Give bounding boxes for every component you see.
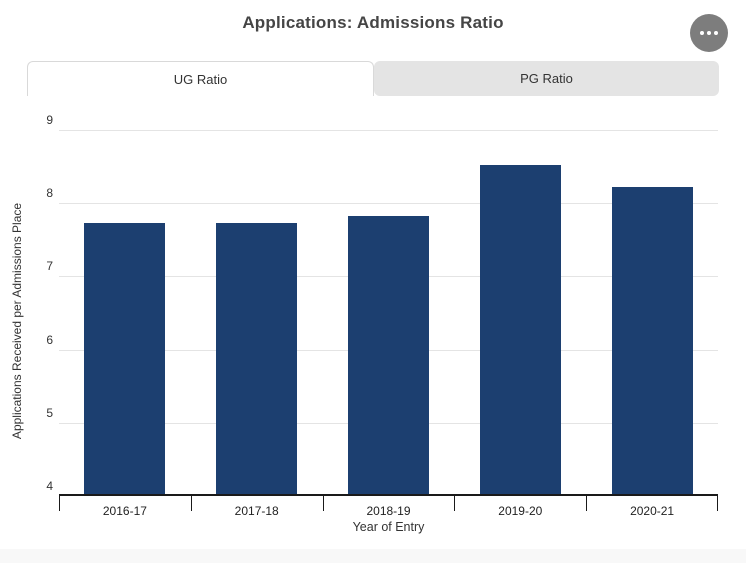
- footer-strip: [0, 549, 746, 563]
- page-title: Applications: Admissions Ratio: [242, 13, 504, 32]
- x-axis-tick: [190, 496, 192, 511]
- more-options-button[interactable]: [690, 14, 728, 52]
- x-tick-label: 2019-20: [498, 504, 543, 518]
- ellipsis-icon: [714, 31, 718, 35]
- bar-2020-21[interactable]: [611, 186, 693, 494]
- x-tick-label: 2020-21: [630, 504, 675, 518]
- tab-ug-ratio[interactable]: UG Ratio: [27, 61, 374, 96]
- plot-area: 9 8 7 6 5 4 2016-17 2017-18 2018-19 2019-20 2020-2…: [46, 113, 718, 518]
- tab-pg-ratio[interactable]: PG Ratio: [374, 61, 719, 96]
- y-tick-label: 6: [46, 332, 53, 347]
- header: Applications: Admissions Ratio: [0, 0, 746, 58]
- x-axis-tick: [59, 496, 60, 511]
- ellipsis-icon: [707, 31, 711, 35]
- tab-label: PG Ratio: [520, 71, 573, 86]
- grid-line: [59, 203, 718, 205]
- bar-2017-18[interactable]: [216, 223, 298, 494]
- y-axis-title: Applications Received per Admissions Pla…: [10, 202, 24, 440]
- x-tick-label: 2018-19: [366, 504, 411, 518]
- y-tick-label: 5: [46, 405, 53, 420]
- tab-label: UG Ratio: [173, 71, 228, 87]
- bar-2018-19[interactable]: [348, 215, 429, 494]
- y-tick-label: 7: [46, 259, 53, 274]
- ellipsis-icon: [700, 31, 704, 35]
- y-tick-label: 9: [46, 113, 53, 127]
- tab-bar: UG Ratio PG Ratio: [27, 61, 719, 96]
- x-axis-tick: [454, 496, 456, 511]
- x-tick-label: 2016-17: [102, 504, 147, 518]
- x-axis-tick: [322, 496, 324, 511]
- y-tick-label: 4: [46, 479, 53, 493]
- bar-chart: Applications Received per Admissions Pla…: [0, 96, 746, 548]
- x-axis-tick: [586, 496, 588, 511]
- x-axis-title: Year of Entry: [352, 520, 425, 534]
- grid-line: [59, 130, 718, 131]
- x-tick-label: 2017-18: [234, 504, 279, 518]
- y-tick-label: 8: [46, 186, 53, 201]
- x-axis-tick: [717, 496, 718, 511]
- bar-2016-17[interactable]: [84, 223, 166, 494]
- bar-2019-20[interactable]: [479, 164, 561, 494]
